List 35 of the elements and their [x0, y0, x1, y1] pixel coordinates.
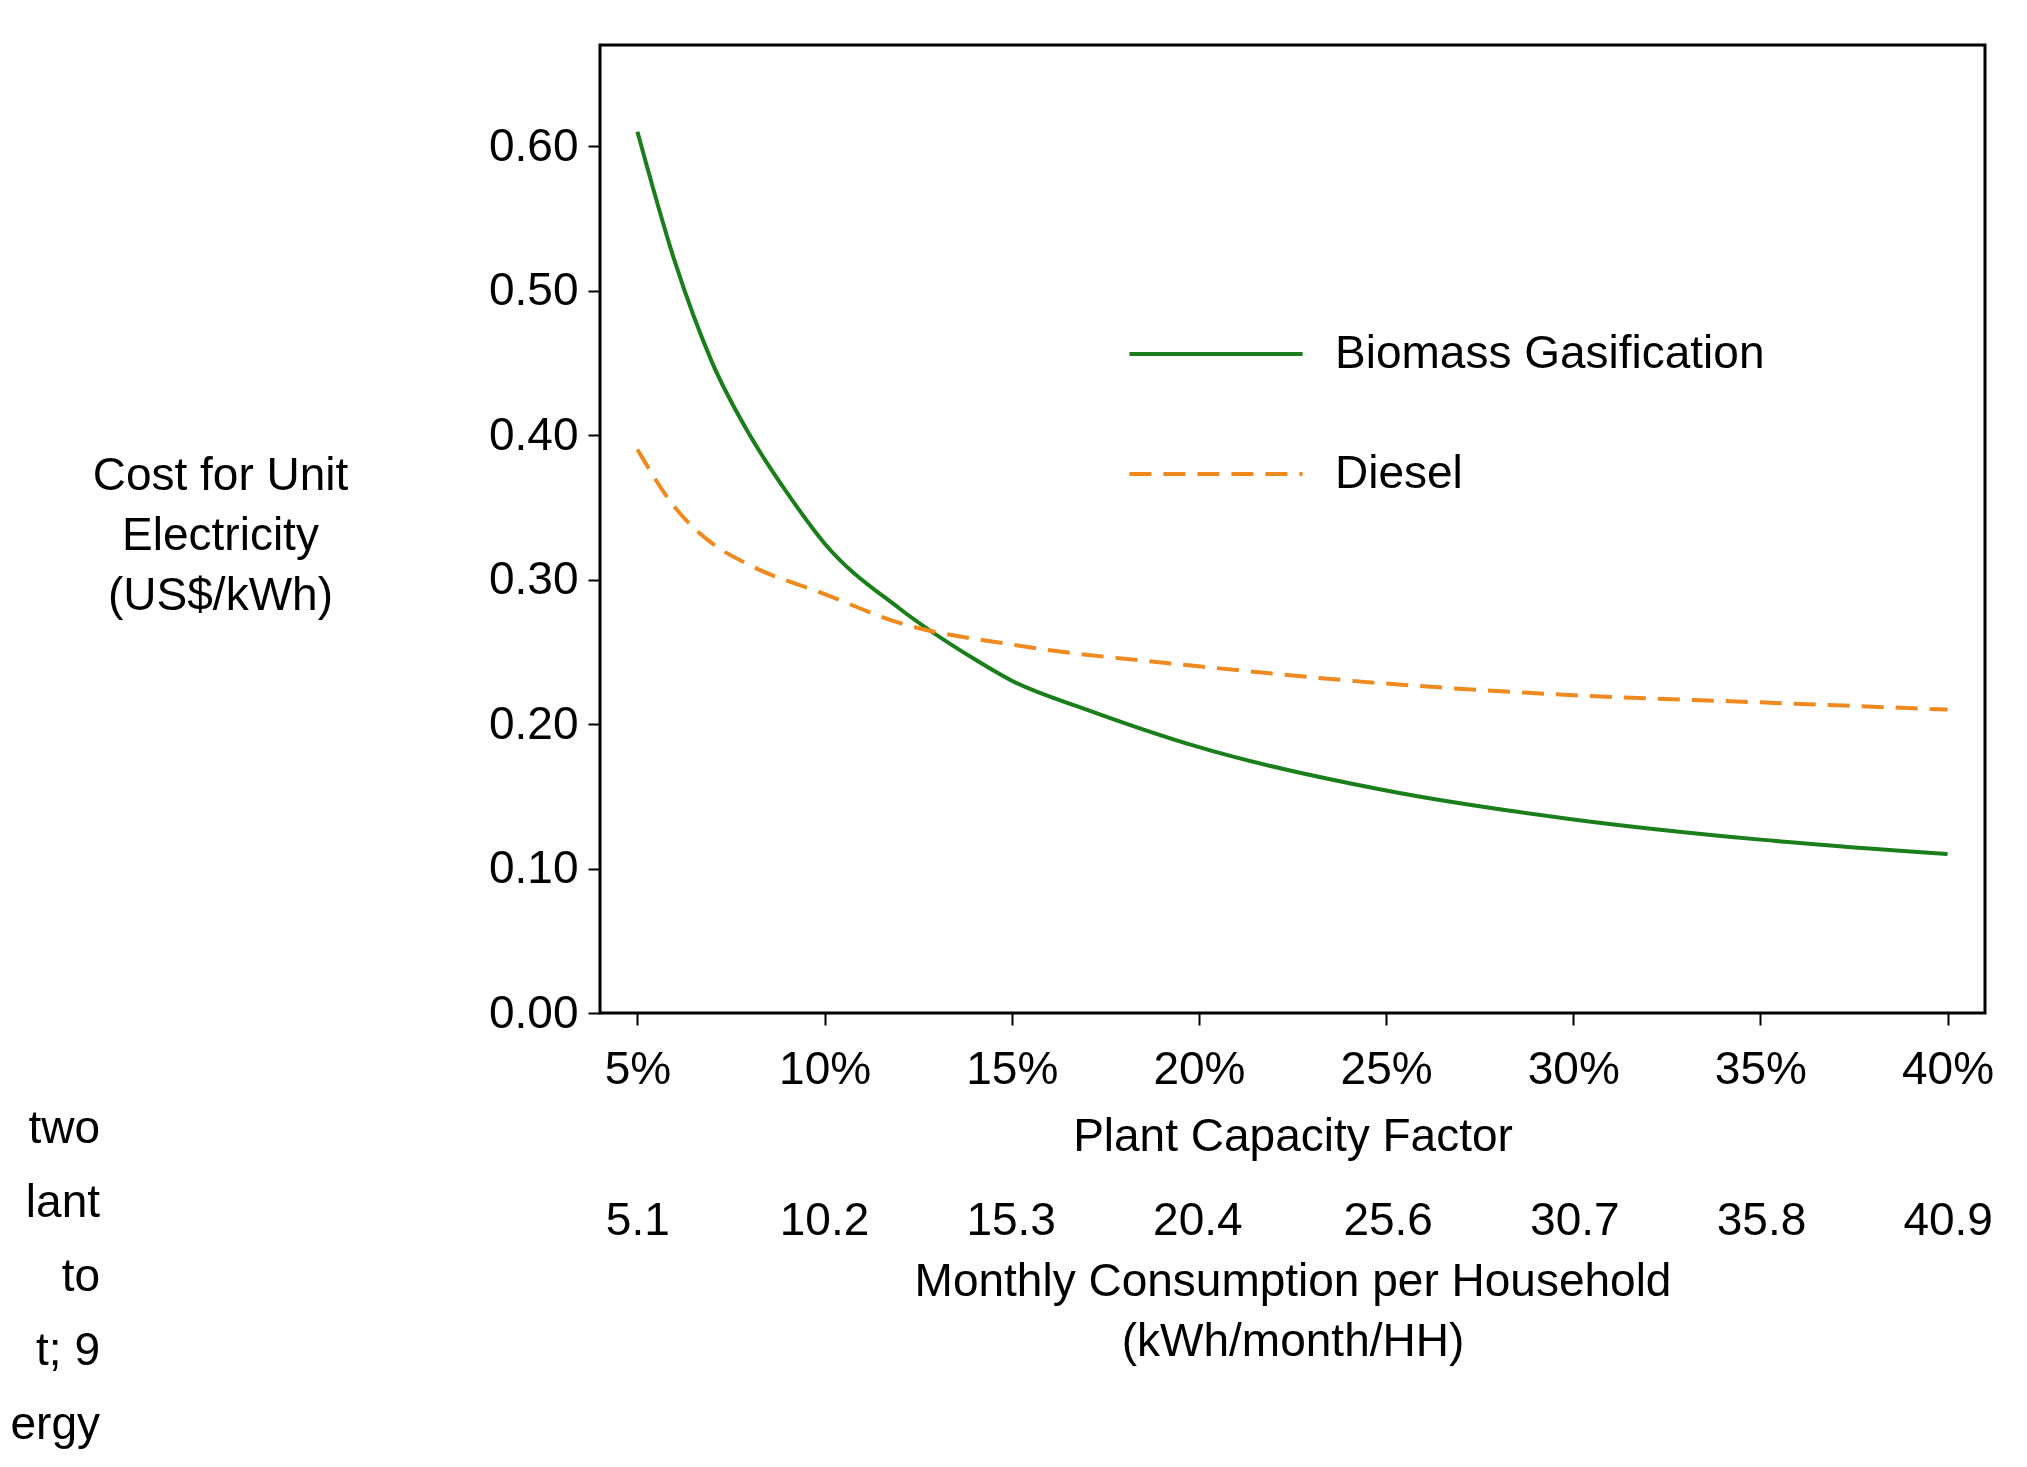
x-tick-label: 10% [779, 1041, 872, 1094]
x-tick-label: 30% [1527, 1041, 1620, 1094]
text: t; 9 [35, 1322, 100, 1377]
line-series [635, 447, 1950, 712]
x-tick-label: 20% [1153, 1041, 1246, 1094]
text: ergy [9, 1396, 100, 1451]
legend-label: Diesel [1335, 446, 1463, 498]
x2-tick-label: 35.8 [1716, 1192, 1807, 1245]
y-tick-label: 0.00 [488, 985, 579, 1038]
x2-tick-label: 10.2 [779, 1192, 870, 1245]
x-tick-label: 5% [604, 1041, 672, 1094]
x-axis-title: Plant Capacity Factor [1073, 1108, 1513, 1161]
x-tick-label: 40% [1902, 1041, 1995, 1094]
x2-tick-label: 40.9 [1903, 1192, 1993, 1245]
text: lant [24, 1174, 100, 1229]
x-tick-label: 35% [1714, 1041, 1807, 1094]
y-tick-label: 0.10 [488, 841, 579, 894]
y-tick-label: 0.40 [488, 407, 579, 460]
x2-axis-title: Monthly Consumption per Household (kWh/month/HH) [914, 1253, 1672, 1366]
x2-tick-label: 20.4 [1153, 1192, 1243, 1245]
x-tick-label: 25% [1340, 1041, 1433, 1094]
text: two [27, 1100, 100, 1155]
y-tick-label: 0.50 [488, 263, 579, 316]
x2-tick-label: 25.6 [1343, 1192, 1433, 1245]
y-tick-label: 0.20 [488, 696, 579, 749]
y-tick-label: 0.60 [488, 118, 579, 171]
x2-tick-label: 30.7 [1530, 1192, 1620, 1245]
line-series [635, 129, 1950, 857]
x2-tick-label: 15.3 [966, 1192, 1056, 1245]
y-tick-label: 0.30 [488, 552, 579, 605]
x-tick-label: 15% [966, 1041, 1059, 1094]
x2-tick-label: 5.1 [605, 1192, 670, 1245]
text: to [60, 1248, 100, 1303]
legend-label: Biomass Gasification [1335, 326, 1765, 378]
y-axis-title: Cost for Unit Electricity (US$/kWh) [92, 447, 349, 620]
